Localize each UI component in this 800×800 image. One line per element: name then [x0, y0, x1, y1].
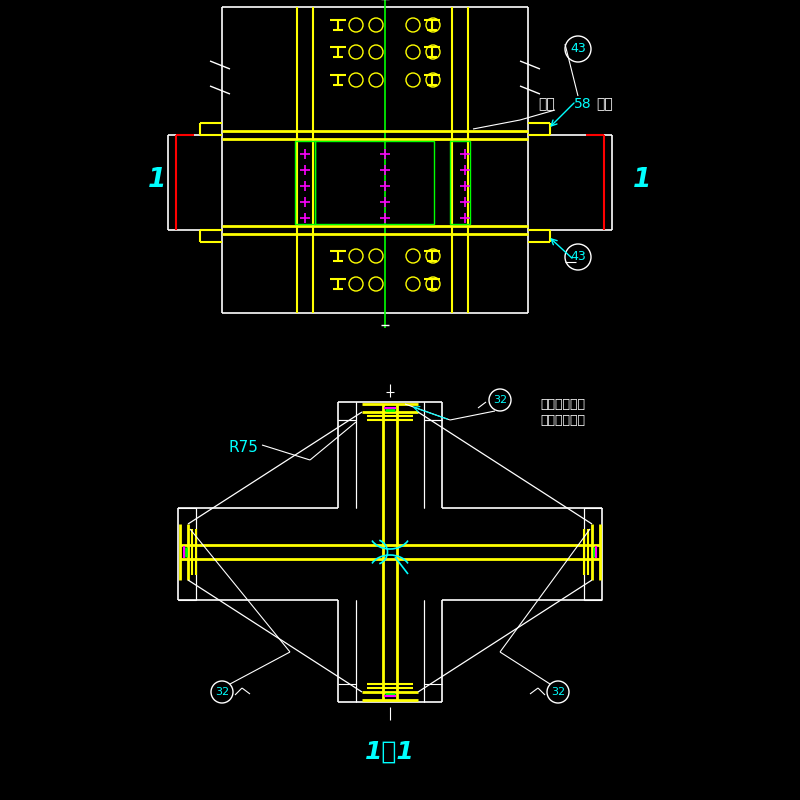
Bar — [315, 141, 434, 224]
Text: 用于焊接组合: 用于焊接组合 — [540, 398, 585, 411]
Text: 1－1: 1－1 — [365, 740, 415, 764]
Text: 选用: 选用 — [596, 97, 613, 111]
Text: 1: 1 — [148, 167, 166, 193]
Text: 32: 32 — [215, 687, 229, 697]
Text: 32: 32 — [551, 687, 565, 697]
Text: R75: R75 — [228, 440, 258, 455]
Text: 43: 43 — [570, 250, 586, 263]
Text: 43: 43 — [570, 42, 586, 55]
Text: 1: 1 — [633, 167, 651, 193]
Bar — [295, 141, 315, 224]
Text: 58: 58 — [574, 97, 592, 111]
Text: 十字形截面柱: 十字形截面柱 — [540, 414, 585, 427]
Text: 32: 32 — [493, 395, 507, 405]
Bar — [450, 141, 470, 224]
Text: 按表: 按表 — [538, 97, 554, 111]
